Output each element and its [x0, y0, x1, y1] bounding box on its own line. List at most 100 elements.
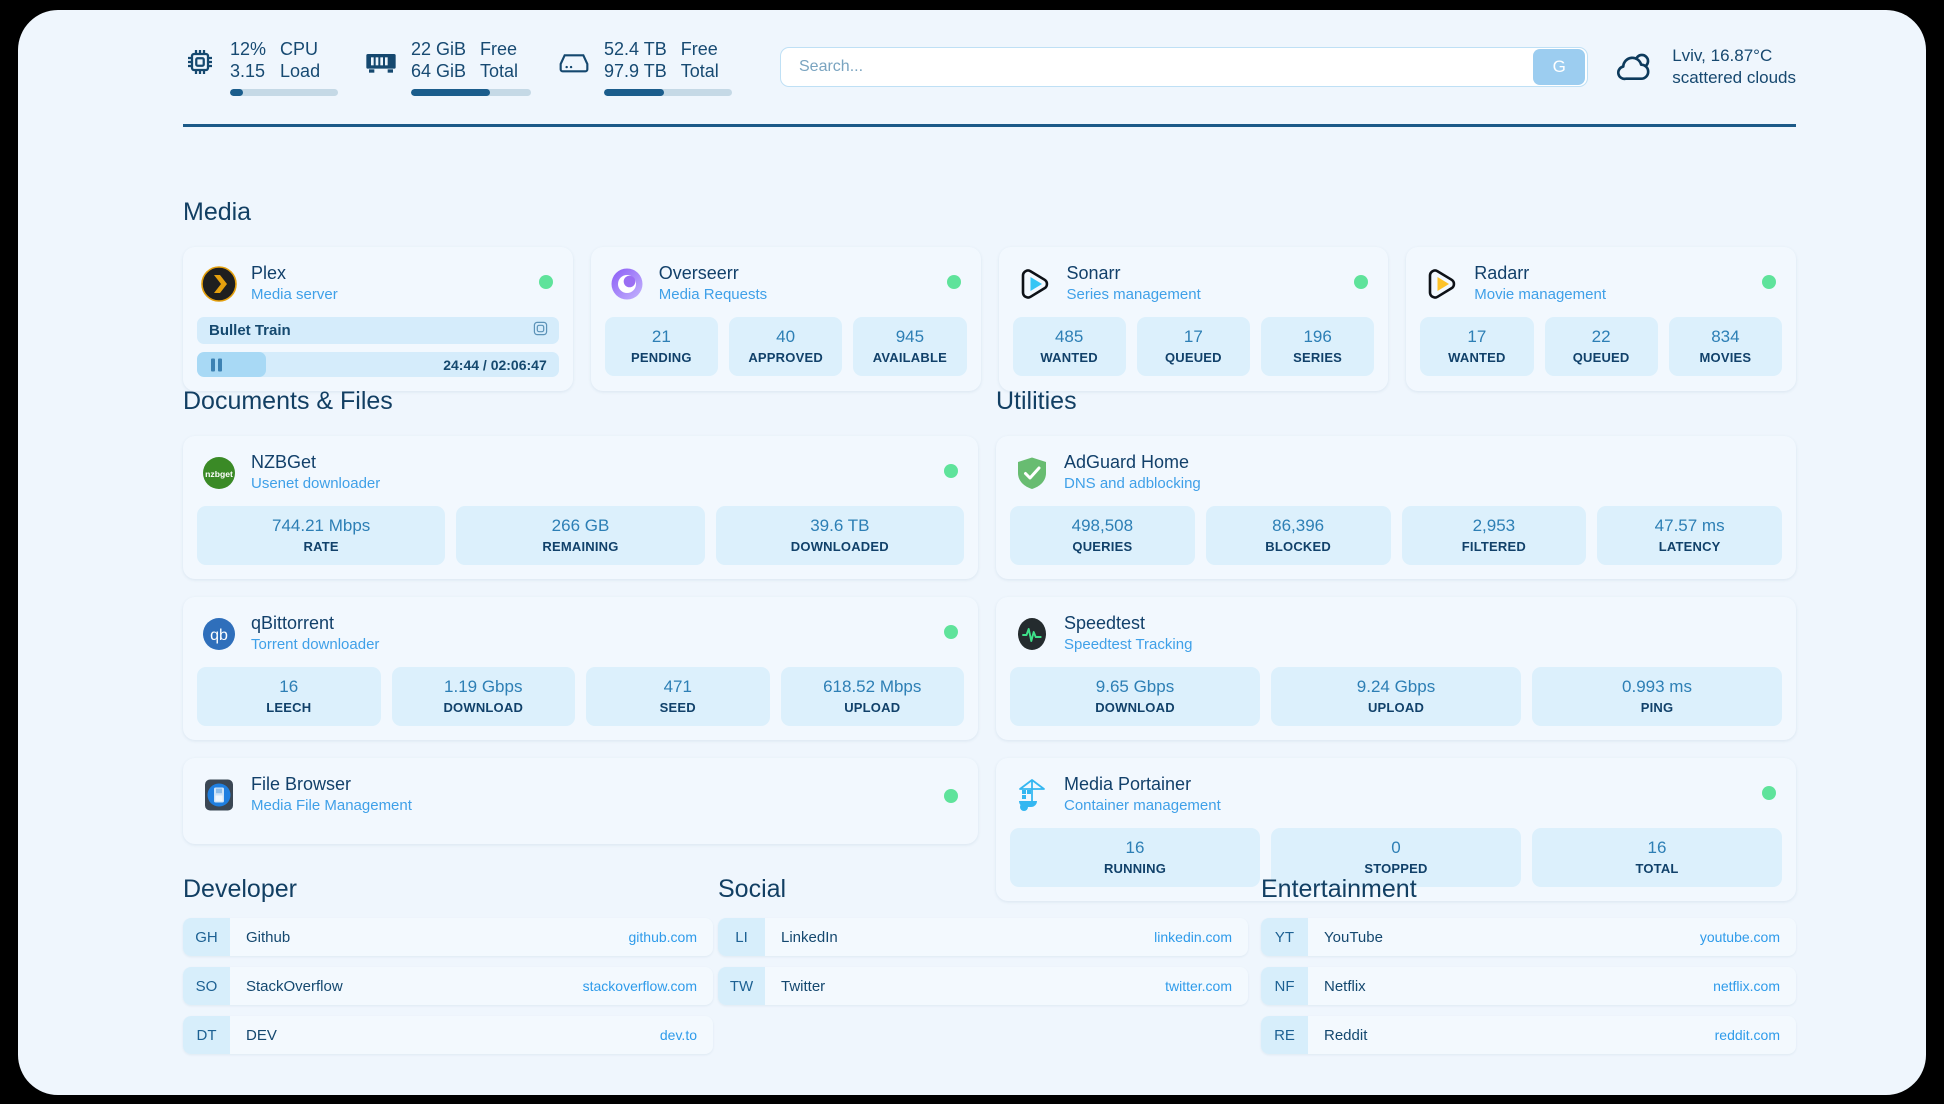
- stat-tile: 22 QUEUED: [1544, 317, 1658, 376]
- overseerr-icon: [609, 266, 645, 302]
- bookmark-group-title: Social: [718, 875, 787, 903]
- stat-value: 17: [1183, 327, 1203, 346]
- service-card-qbittorrent[interactable]: qb qBittorrent Torrent downloader 16 LEE…: [183, 597, 978, 740]
- bookmark-abbr: GH: [183, 918, 230, 956]
- plex-progress-bar[interactable]: 24:44 / 02:06:47: [197, 352, 559, 377]
- service-subtitle: Media server: [251, 286, 338, 303]
- service-name: Media Portainer: [1064, 774, 1192, 794]
- stat-label: DOWNLOAD: [443, 700, 524, 715]
- portainer-icon: [1014, 777, 1050, 813]
- bookmark-item[interactable]: LI LinkedIn linkedin.com: [718, 918, 1248, 956]
- service-name: Overseerr: [658, 263, 739, 283]
- bookmark-abbr: NF: [1261, 967, 1308, 1005]
- bookmark-name: DEV: [246, 1026, 277, 1044]
- stat-label: UPLOAD: [1367, 700, 1425, 715]
- bookmark-item[interactable]: GH Github github.com: [183, 918, 713, 956]
- svg-text:qb: qb: [210, 627, 228, 644]
- plex-icon: [201, 265, 237, 302]
- stat-tile: 1.19 Gbps DOWNLOAD: [391, 667, 575, 726]
- bookmark-name: YouTube: [1324, 928, 1383, 946]
- bookmark-abbr: YT: [1261, 918, 1308, 956]
- bookmark-abbr: RE: [1261, 1016, 1308, 1054]
- bookmark-item[interactable]: SO StackOverflow stackoverflow.com: [183, 967, 713, 1005]
- memory-free-value: 22 GiB: [411, 39, 467, 59]
- service-name: File Browser: [251, 774, 352, 794]
- search-input[interactable]: [781, 58, 1534, 76]
- disk-total-value: 97.9 TB: [604, 61, 667, 81]
- stat-value: 945: [895, 327, 925, 346]
- service-card-nzbget[interactable]: nzbget NZBGet Usenet downloader 744.21 M…: [183, 436, 978, 579]
- service-card-overseerr[interactable]: Overseerr Media Requests 21 PENDING 40 A…: [590, 247, 981, 391]
- service-card-radarr[interactable]: Radarr Movie management 17 WANTED 22 QUE…: [1406, 247, 1796, 391]
- system-stat-cpu: 12% 3.15 CPU Load: [183, 38, 338, 96]
- bookmark-item[interactable]: RE Reddit reddit.com: [1261, 1016, 1796, 1054]
- stat-label: DOWNLOADED: [790, 539, 889, 554]
- stat-label: PING: [1640, 700, 1674, 715]
- plex-time-display: 24:44 / 02:06:47: [443, 356, 547, 373]
- stat-label: TOTAL: [1635, 861, 1679, 876]
- stat-label: APPROVED: [748, 350, 823, 365]
- stats-row: 498,508 QUERIES 86,396 BLOCKED 2,953 FIL…: [996, 506, 1796, 579]
- media-section: Media Plex Media server: [183, 198, 1796, 391]
- nzbget-icon: nzbget: [201, 455, 237, 491]
- status-badge: [946, 275, 961, 289]
- plex-now-playing[interactable]: Bullet Train: [197, 317, 559, 344]
- stat-value: 47.57 ms: [1654, 516, 1725, 535]
- cpu-usage-value: 12%: [230, 39, 267, 59]
- stat-tile: 2,953 FILTERED: [1401, 506, 1587, 565]
- stat-tile: 618.52 Mbps UPLOAD: [780, 667, 964, 726]
- service-subtitle: Torrent downloader: [251, 636, 380, 653]
- stat-value: 498,508: [1071, 516, 1134, 535]
- stat-tile: 17 WANTED: [1420, 317, 1534, 376]
- stat-tile: 47.57 ms LATENCY: [1597, 506, 1782, 565]
- stat-tile: 744.21 Mbps RATE: [197, 506, 446, 565]
- stat-label: LEECH: [266, 700, 312, 715]
- service-subtitle: DNS and adblocking: [1064, 475, 1201, 492]
- search-area: G: [780, 47, 1589, 87]
- service-subtitle: Container management: [1064, 797, 1221, 814]
- stat-value: 86,396: [1272, 516, 1325, 535]
- cpu-load-value: 3.15: [230, 61, 266, 81]
- pause-icon[interactable]: [211, 358, 222, 371]
- plex-media-title: Bullet Train: [209, 322, 291, 339]
- service-card-sonarr[interactable]: Sonarr Series management 485 WANTED 17 Q…: [998, 247, 1389, 391]
- search-engine-button[interactable]: G: [1533, 49, 1586, 85]
- media-section-title: Media: [183, 198, 252, 226]
- radarr-icon: [1424, 266, 1460, 302]
- bookmark-item[interactable]: TW Twitter twitter.com: [718, 967, 1248, 1005]
- stat-tile: 16 TOTAL: [1532, 828, 1782, 887]
- stat-tile: 86,396 BLOCKED: [1205, 506, 1391, 565]
- cpu-label-bottom: Load: [280, 61, 321, 81]
- stat-value: 0: [1391, 838, 1401, 857]
- stat-value: 17: [1467, 327, 1487, 346]
- service-subtitle: Movie management: [1474, 286, 1606, 303]
- bookmark-item[interactable]: YT YouTube youtube.com: [1261, 918, 1796, 956]
- cloud-icon: [1614, 49, 1658, 85]
- header-bar: 12% 3.15 CPU Load: [183, 32, 1796, 102]
- bookmark-url: youtube.com: [1699, 929, 1780, 945]
- documents-section-title: Documents & Files: [183, 387, 393, 415]
- documents-section: Documents & Files nzbget NZBGet Usenet d…: [183, 387, 978, 844]
- stat-tile: 266 GB REMAINING: [456, 506, 705, 565]
- status-badge: [1762, 275, 1776, 289]
- search-box[interactable]: G: [780, 47, 1589, 87]
- header-divider: [183, 124, 1796, 127]
- bookmark-item[interactable]: NF Netflix netflix.com: [1261, 967, 1796, 1005]
- service-card-plex[interactable]: Plex Media server Bullet Train: [183, 247, 573, 391]
- stat-value: 485: [1054, 327, 1084, 346]
- stat-tile: 834 MOVIES: [1668, 317, 1782, 376]
- bookmark-item[interactable]: DT DEV dev.to: [183, 1016, 713, 1054]
- status-badge: [1762, 786, 1776, 800]
- cast-icon[interactable]: [533, 321, 548, 341]
- service-card-file-browser[interactable]: File Browser Media File Management: [183, 758, 978, 844]
- service-card-adguard[interactable]: AdGuard Home DNS and adblocking 498,508 …: [996, 436, 1796, 579]
- stat-label: FILTERED: [1461, 539, 1526, 554]
- weather-location-temp: Lviv, 16.87°C: [1672, 46, 1773, 65]
- memory-label-top: Free: [480, 39, 518, 59]
- cpu-usage-bar: [230, 89, 338, 96]
- adguard-icon: [1014, 455, 1050, 491]
- service-card-speedtest[interactable]: Speedtest Speedtest Tracking 9.65 Gbps D…: [996, 597, 1796, 740]
- bookmark-name: StackOverflow: [246, 977, 343, 995]
- service-card-portainer[interactable]: Media Portainer Container management 16 …: [996, 758, 1796, 901]
- stats-row: 17 WANTED 22 QUEUED 834 MOVIES: [1406, 317, 1796, 390]
